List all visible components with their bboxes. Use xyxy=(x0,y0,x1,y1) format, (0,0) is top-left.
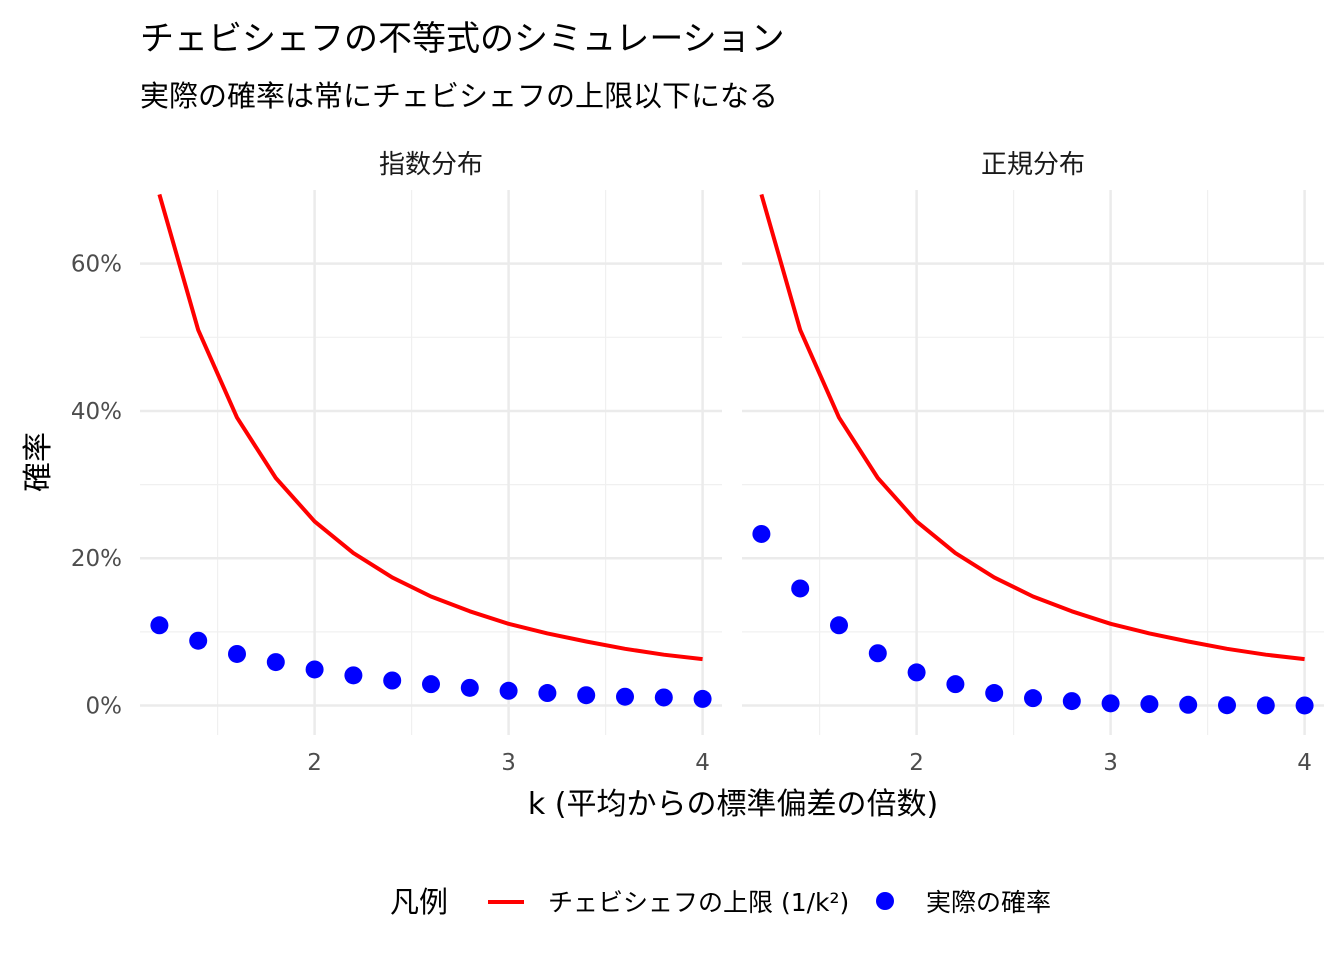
legend-label-bound: チェビシェフの上限 (1/k²) xyxy=(548,888,849,917)
data-point-actual xyxy=(383,671,402,690)
x-tick-label: 4 xyxy=(695,750,710,776)
data-point-actual xyxy=(1256,696,1275,715)
series-line-upper-bound xyxy=(759,193,1305,662)
x-tick-label: 3 xyxy=(1103,750,1118,776)
chart-subtitle: 実際の確率は常にチェビシェフの上限以下になる xyxy=(140,79,778,113)
series-line-upper-bound xyxy=(157,193,703,662)
data-point-actual xyxy=(1179,695,1198,714)
data-point-actual xyxy=(344,666,363,685)
data-point-actual xyxy=(830,616,848,635)
x-axis-title: k (平均からの標準偏差の倍数) xyxy=(528,787,938,822)
facet-strip-title: 正規分布 xyxy=(981,150,1085,180)
data-point-actual xyxy=(907,663,926,682)
data-point-actual xyxy=(1062,692,1081,711)
legend-label-actual: 実際の確率 xyxy=(926,888,1051,917)
legend-title: 凡例 xyxy=(390,885,448,919)
data-point-actual xyxy=(1024,689,1042,708)
x-tick-label: 3 xyxy=(501,750,516,776)
data-point-actual xyxy=(266,653,285,672)
data-point-actual xyxy=(1101,694,1120,713)
x-tick-label: 4 xyxy=(1297,750,1312,776)
x-tick-label: 2 xyxy=(909,750,924,776)
data-point-actual xyxy=(538,684,557,703)
data-point-actual xyxy=(228,644,246,663)
data-point-actual xyxy=(791,579,810,598)
y-tick-label: 40% xyxy=(71,399,122,425)
data-point-actual xyxy=(460,678,479,697)
y-axis-title: 確率 xyxy=(21,432,56,492)
legend-point-swatch xyxy=(876,892,894,910)
data-point-actual xyxy=(985,684,1004,703)
y-tick-label: 60% xyxy=(71,252,122,278)
data-point-actual xyxy=(150,616,169,635)
data-point-actual xyxy=(868,644,887,663)
data-point-actual xyxy=(305,660,324,679)
chart-title: チェビシェフの不等式のシミュレーション xyxy=(140,19,785,59)
data-point-actual xyxy=(499,681,518,700)
y-tick-label: 0% xyxy=(86,694,123,720)
facet-panel: 正規分布 2 3 4 xyxy=(742,150,1324,776)
data-point-actual xyxy=(752,524,771,543)
data-point-actual xyxy=(946,675,965,694)
y-tick-label: 20% xyxy=(71,546,122,572)
data-point-actual xyxy=(1295,696,1314,715)
facet-strip-title: 指数分布 xyxy=(379,150,483,180)
data-point-actual xyxy=(1140,695,1159,714)
data-point-actual xyxy=(189,631,208,650)
data-point-actual xyxy=(577,686,596,705)
x-tick-label: 2 xyxy=(307,750,322,776)
data-point-actual xyxy=(616,687,634,706)
data-point-actual xyxy=(693,689,712,708)
data-point-actual xyxy=(654,688,673,707)
data-point-actual xyxy=(1218,696,1236,715)
legend: 凡例 チェビシェフの上限 (1/k²) 実際の確率 xyxy=(390,885,1051,919)
data-point-actual xyxy=(422,675,440,694)
